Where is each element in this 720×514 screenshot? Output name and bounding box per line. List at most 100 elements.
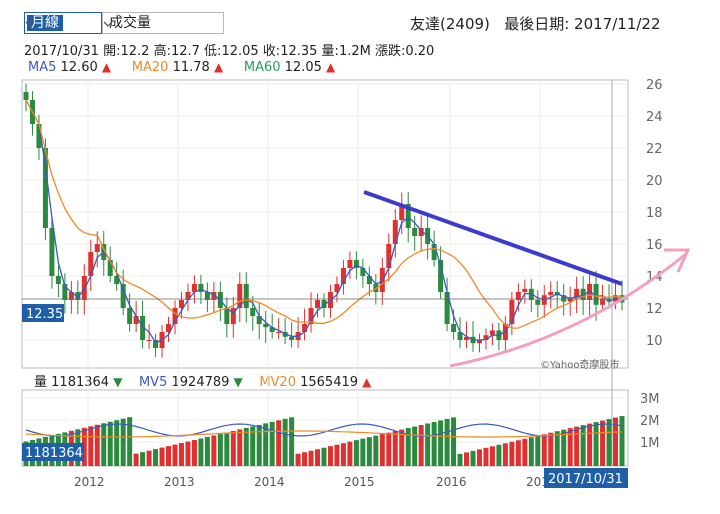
volume-bar — [606, 419, 612, 466]
volume-bar — [386, 432, 392, 466]
candle-body — [55, 276, 61, 284]
candle-body — [561, 295, 567, 302]
volume-bar — [308, 450, 314, 466]
price-tag-bg — [22, 304, 64, 322]
volume-bar — [535, 435, 541, 466]
volume-bar — [159, 447, 165, 466]
open-label: 開: — [103, 44, 121, 59]
price-tick-label: 18 — [646, 206, 663, 221]
candle-body — [23, 92, 29, 100]
volume-bar — [483, 447, 489, 466]
candle-body — [418, 228, 424, 236]
candle-body — [127, 308, 133, 324]
mv20-value: 1565419 — [300, 375, 359, 390]
volume-bar — [178, 443, 184, 466]
candle-body — [276, 332, 282, 333]
candle-body — [263, 324, 269, 328]
candle-body — [114, 276, 120, 284]
volume-bar — [541, 434, 547, 466]
candle-body — [211, 292, 217, 300]
volume-bar — [81, 427, 87, 466]
mv5-label: MV5 — [138, 375, 168, 390]
volume-bar — [379, 434, 385, 466]
candle-body — [315, 300, 321, 308]
candle-body — [574, 288, 580, 299]
date-tag: 2017/10/31 — [548, 472, 623, 487]
candle-body — [392, 220, 398, 244]
price-tick-label: 24 — [646, 110, 663, 125]
ma5-line — [25, 99, 623, 344]
volume-bar — [593, 422, 599, 466]
volume-bar — [282, 418, 288, 466]
volume-tick-label: 2M — [640, 414, 660, 429]
volume-bar — [101, 423, 107, 466]
candle-body — [535, 300, 541, 305]
candle-body — [140, 316, 146, 340]
vol-label-text: 量 — [34, 375, 48, 390]
candle-body — [606, 298, 612, 302]
volume-bar — [185, 441, 191, 466]
resistance-trendline — [363, 190, 623, 286]
candle-body — [476, 340, 482, 344]
candle-body — [68, 292, 74, 300]
volume-bar — [347, 441, 353, 466]
candle-body — [399, 204, 405, 220]
indicator-select[interactable]: 成交量 — [102, 12, 224, 34]
volume-bar — [392, 431, 398, 466]
candle-body — [600, 298, 606, 305]
volume-bar — [340, 443, 346, 466]
ma-legend: MA5 12.60 ▲ MA20 11.78 ▲ MA60 12.05 ▲ — [28, 60, 335, 75]
volume-bar — [412, 426, 418, 466]
candle-body — [340, 268, 346, 284]
candle-body — [172, 308, 178, 324]
volume-bar — [476, 449, 482, 466]
candle-body — [522, 288, 528, 292]
volume-bar — [451, 417, 457, 466]
low-label: 低: — [204, 44, 222, 59]
chevron-down-icon — [103, 21, 113, 27]
volume-bar — [243, 427, 249, 466]
candle-body — [431, 244, 437, 260]
volume-bar — [88, 426, 94, 466]
price-tag: 12.35 — [26, 307, 63, 322]
candle-body — [515, 292, 521, 300]
candle-body — [405, 204, 411, 228]
candle-body — [269, 327, 275, 332]
price-tick-label: 12 — [646, 302, 663, 317]
volume-bar — [399, 429, 405, 466]
ma5-value: 12.60 — [60, 60, 98, 75]
support-trend-arrow — [449, 252, 687, 368]
volume-bar — [263, 423, 269, 466]
candle-body — [250, 308, 256, 316]
volume-tag: 1181364 — [25, 446, 83, 461]
chevron-down-icon — [25, 21, 35, 27]
volume-tick-label: 3M — [640, 392, 660, 407]
mv20-arrow-icon: ▲ — [362, 375, 372, 389]
price-tick-label: 20 — [646, 174, 663, 189]
volume-bar — [166, 446, 172, 466]
ma20-arrow-icon: ▲ — [213, 60, 224, 74]
candle-body — [243, 284, 249, 308]
ma5-arrow-icon: ▲ — [101, 60, 112, 74]
candle-body — [353, 260, 359, 268]
volume-bar — [457, 453, 463, 466]
volume-bar — [515, 440, 521, 466]
candle-body — [94, 244, 100, 252]
vol-legend-value: 1181364 — [51, 375, 110, 390]
ma5-label: MA5 — [28, 60, 57, 75]
candle-body — [509, 300, 515, 324]
volume-bar — [444, 418, 450, 466]
volume-bar — [470, 450, 476, 466]
volume-bar — [211, 435, 217, 466]
volume-bar — [327, 446, 333, 466]
candle-body — [146, 340, 152, 341]
period-select[interactable]: 月線 — [24, 12, 102, 34]
price-panel — [21, 79, 629, 369]
volume-bar — [418, 425, 424, 466]
volume-bar — [574, 426, 580, 466]
candle-body — [580, 288, 586, 300]
high-value: 12.7 — [170, 44, 200, 59]
volume-bar — [133, 453, 139, 466]
x-tick-label: 2015 — [344, 475, 375, 489]
